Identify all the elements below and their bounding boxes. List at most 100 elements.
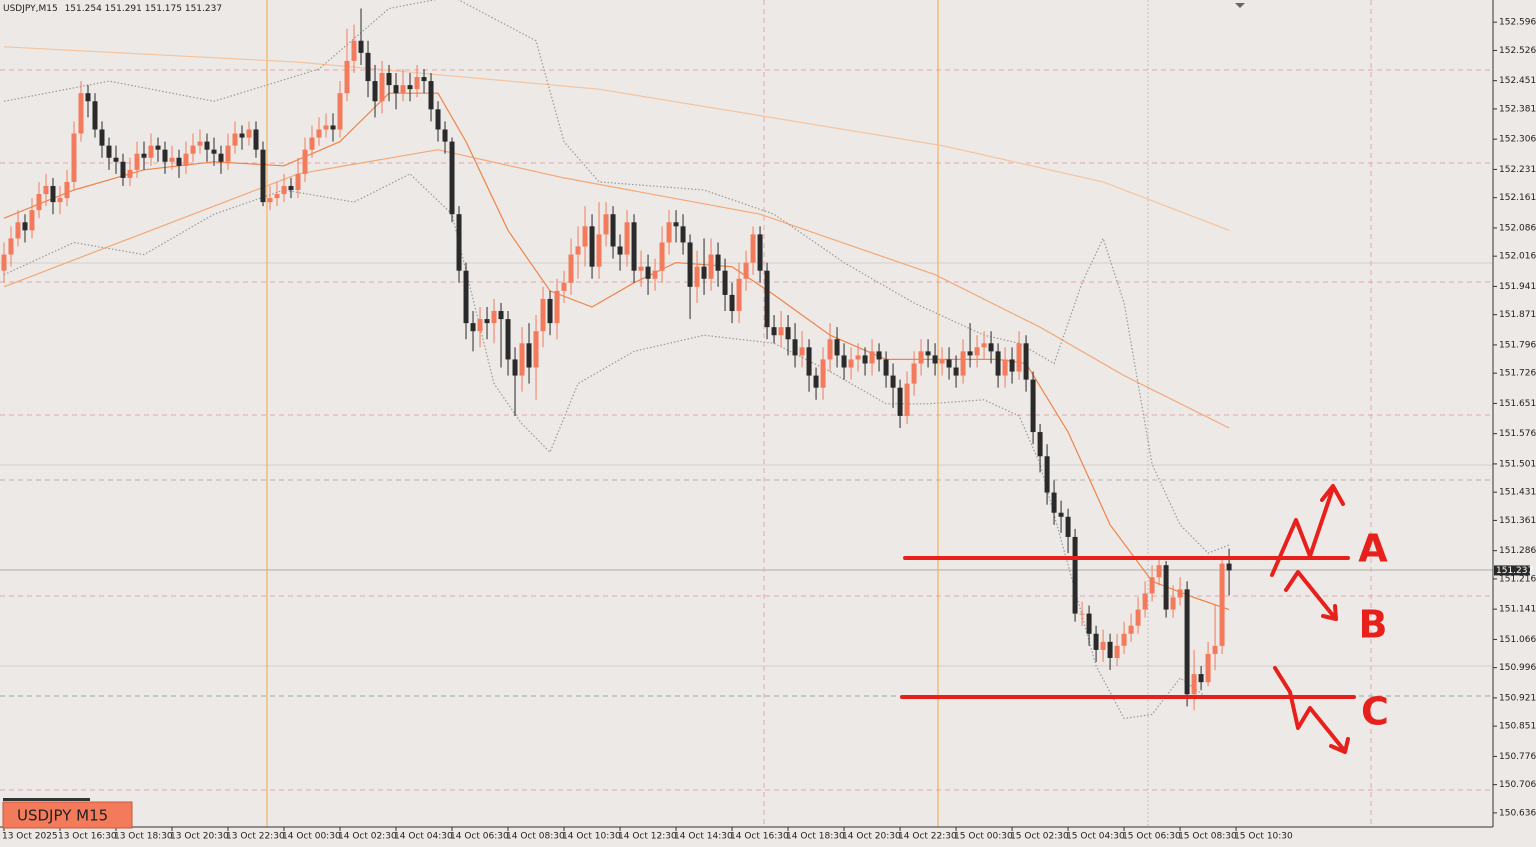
candle-body — [1051, 492, 1057, 513]
y-tick-label: 152.016 — [1499, 252, 1536, 262]
candle-body — [176, 157, 182, 166]
candle-body — [351, 40, 357, 61]
candle-body — [309, 137, 315, 150]
x-tick-label: 14 Oct 18:30 — [786, 832, 845, 842]
candle-body — [778, 327, 784, 336]
candle-body — [631, 222, 637, 271]
y-tick-label: 152.381 — [1499, 104, 1536, 114]
y-tick-label: 151.141 — [1499, 605, 1536, 615]
candle-body — [799, 347, 805, 356]
candle-body — [232, 133, 238, 146]
annotation-c: C — [1361, 690, 1389, 734]
header-open: 151.254 — [65, 4, 102, 14]
x-tick-label: 15 Oct 04:30 — [1066, 832, 1125, 842]
y-tick-label: 151.796 — [1499, 340, 1536, 350]
candle-body — [561, 282, 567, 291]
candle-body — [512, 359, 518, 376]
candle-body — [1058, 512, 1064, 517]
y-tick-label: 151.576 — [1499, 429, 1536, 439]
candle-body — [267, 198, 273, 203]
candle-body — [15, 222, 21, 239]
candle-body — [1107, 641, 1113, 658]
candle-body — [470, 323, 476, 332]
x-tick-label: 13 Oct 18:30 — [114, 832, 173, 842]
candle-body — [421, 77, 427, 82]
y-tick-label: 150.921 — [1499, 693, 1536, 703]
symbol: USDJPY,M15 — [3, 4, 58, 14]
x-tick-label: 13 Oct 16:30 — [58, 832, 117, 842]
x-tick-label: 15 Oct 00:30 — [954, 832, 1013, 842]
candle-body — [988, 343, 994, 352]
candle-body — [435, 109, 441, 130]
candle-body — [722, 270, 728, 295]
x-tick-label: 14 Oct 14:30 — [674, 832, 733, 842]
candle-body — [750, 234, 756, 263]
candle-body — [141, 153, 147, 158]
candle-body — [883, 359, 889, 376]
candle-body — [1100, 641, 1106, 650]
candle-body — [400, 85, 406, 94]
candle-body — [148, 145, 154, 158]
candle-body — [330, 125, 336, 130]
candle-body — [491, 311, 497, 324]
candle-body — [64, 181, 70, 199]
candle-body — [1079, 613, 1085, 615]
candle-body — [1002, 359, 1008, 376]
x-tick-label: 14 Oct 04:30 — [394, 832, 453, 842]
candle-body — [673, 222, 679, 227]
y-tick-label: 150.706 — [1499, 780, 1536, 790]
shift-marker — [1235, 3, 1245, 8]
candle-body — [71, 133, 77, 182]
candle-body — [1023, 343, 1029, 380]
candle-body — [442, 129, 448, 142]
candle-body — [645, 266, 651, 279]
candle-body — [1009, 359, 1015, 372]
candle-body — [960, 351, 966, 376]
x-tick-label: 13 Oct 22:30 — [226, 832, 285, 842]
y-tick-label: 150.636 — [1499, 808, 1536, 818]
candle-body — [120, 161, 126, 178]
x-tick-label: 14 Oct 08:30 — [506, 832, 565, 842]
candle-body — [99, 129, 105, 146]
candle-body — [1149, 577, 1155, 594]
candle-body — [687, 242, 693, 287]
x-tick-label: 14 Oct 00:30 — [282, 832, 341, 842]
watermark-box — [2, 801, 133, 829]
header-low: 151.175 — [145, 4, 182, 14]
candle-body — [736, 278, 742, 312]
x-tick-label: 15 Oct 02:30 — [1010, 832, 1069, 842]
candle-body — [316, 129, 322, 138]
candle-body — [974, 347, 980, 356]
candle-body — [1016, 343, 1022, 372]
y-tick-label: 151.501 — [1499, 459, 1536, 469]
candle-body — [575, 246, 581, 255]
candle-body — [897, 387, 903, 416]
price-tag — [1494, 565, 1530, 576]
candle-body — [1198, 674, 1204, 683]
candle-body — [344, 60, 350, 94]
candle-body — [295, 173, 301, 191]
candle-body — [715, 254, 721, 271]
candle-body — [407, 85, 413, 90]
candle-body — [211, 149, 217, 154]
x-tick-label: 14 Oct 12:30 — [618, 832, 677, 842]
candle-body — [855, 355, 861, 360]
candle-body — [22, 222, 28, 231]
candle-body — [183, 153, 189, 166]
candle-body — [589, 226, 595, 267]
y-tick-label: 151.286 — [1499, 546, 1536, 556]
candle-body — [939, 359, 945, 364]
candle-body — [134, 153, 140, 170]
candle-body — [1121, 633, 1127, 646]
candle-body — [197, 141, 203, 146]
candle-body — [162, 149, 168, 162]
indicator-line — [3, 149, 1230, 429]
candle-body — [1177, 589, 1183, 598]
candle-body — [246, 129, 252, 138]
candle-body — [1226, 563, 1232, 571]
candle-body — [806, 347, 812, 376]
header: USDJPY,M15 151.254 151.291 151.175 151.2… — [3, 4, 222, 14]
candle-body — [610, 214, 616, 247]
watermark: USDJPY M15 — [17, 807, 108, 825]
candles — [1, 8, 1232, 711]
